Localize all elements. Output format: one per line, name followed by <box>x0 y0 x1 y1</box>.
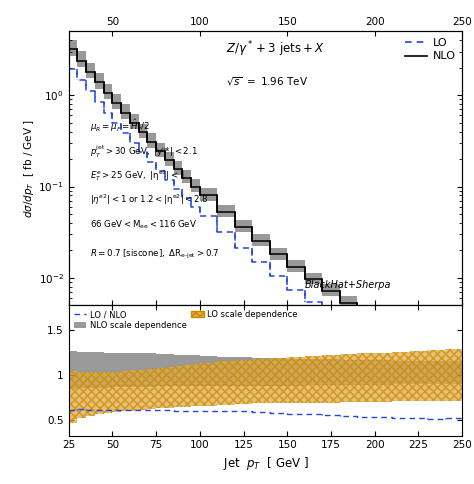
Text: $p_T^{\rm jet} > 30\ \rm GeV,\ |y^{\rm jet}| < 2.1$: $p_T^{\rm jet} > 30\ \rm GeV,\ |y^{\rm j… <box>91 144 198 160</box>
Text: $Z / \gamma^* + 3\ \mathrm{jets} + X$: $Z / \gamma^* + 3\ \mathrm{jets} + X$ <box>226 40 325 59</box>
Text: $\mu_R = \mu_F = \hat{H}_T/2$: $\mu_R = \mu_F = \hat{H}_T/2$ <box>91 118 151 134</box>
Legend: LO, NLO: LO, NLO <box>400 34 460 66</box>
Text: $E_T^e > 25\ \rm GeV,\ |\eta^{e1}| < 1$: $E_T^e > 25\ \rm GeV,\ |\eta^{e1}| < 1$ <box>91 168 186 183</box>
Legend: LO / NLO, NLO scale dependence, LO scale dependence: LO / NLO, NLO scale dependence, LO scale… <box>71 307 301 333</box>
Text: $\sqrt{s}\ =\ 1.96\ \mathrm{TeV}$: $\sqrt{s}\ =\ 1.96\ \mathrm{TeV}$ <box>226 76 309 88</box>
Y-axis label: $d\sigma / dp_T$  [ fb / GeV ]: $d\sigma / dp_T$ [ fb / GeV ] <box>22 119 36 218</box>
X-axis label: Jet  $p_T$  [ GeV ]: Jet $p_T$ [ GeV ] <box>223 454 308 471</box>
Text: $|\eta^{e2}| < 1\ \rm or\ 1.2 < |\eta^{e2}| < 2.8$: $|\eta^{e2}| < 1\ \rm or\ 1.2 < |\eta^{e… <box>91 193 209 207</box>
Text: $66\ \rm GeV < M_{ee} < 116\ GeV$: $66\ \rm GeV < M_{ee} < 116\ GeV$ <box>91 219 198 231</box>
Text: BlackHat+Sherpa: BlackHat+Sherpa <box>305 280 391 290</box>
Text: $R = 0.7\ \rm [siscone],\ \Delta R_{e\text{-}jet} > 0.7$: $R = 0.7\ \rm [siscone],\ \Delta R_{e\te… <box>91 248 220 261</box>
